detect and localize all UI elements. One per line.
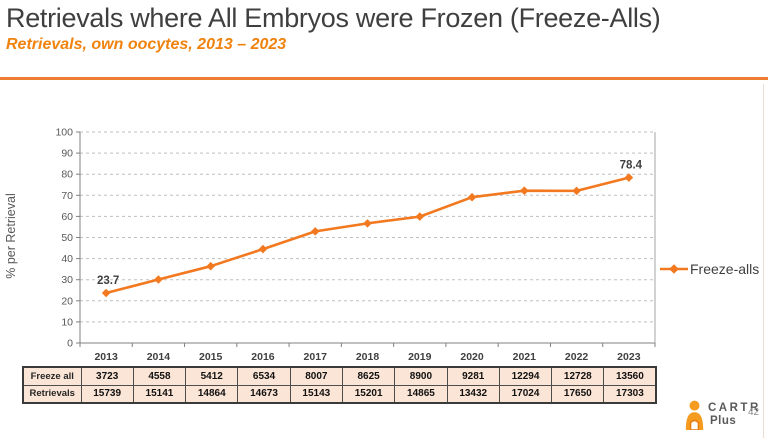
y-axis-tick-label: 80: [61, 169, 73, 181]
chart-frame-right-border: [763, 84, 764, 438]
data-point-marker: [415, 212, 425, 221]
table-cell: 8900: [394, 366, 448, 386]
y-axis-tick-label: 60: [61, 211, 73, 223]
table-cell: 15201: [341, 384, 396, 404]
table-cell: 12294: [498, 366, 553, 386]
legend-label: Freeze-alls: [690, 261, 760, 277]
data-point-marker: [572, 186, 581, 196]
table-cell: 5412: [185, 366, 239, 386]
data-point-marker: [520, 186, 529, 195]
x-axis-tick-label: 2013: [94, 351, 118, 363]
table-cell: 6534: [237, 366, 291, 386]
page-title: Retrievals where All Embryos were Frozen…: [6, 3, 661, 33]
logo-line1: CARTR: [708, 402, 761, 414]
table-cell: 17650: [551, 384, 605, 404]
table-row: Retrievals 15739 15141 14864 14673 15143 15201…: [22, 384, 657, 404]
data-point-marker: [310, 227, 320, 236]
table-cell: 3723: [80, 366, 134, 386]
data-table: Freeze all 3723 4558 5412 6534 8007 8625 8900 92…: [22, 366, 658, 404]
x-axis-tick-label: 2018: [356, 351, 380, 363]
y-axis-tick-label: 40: [61, 253, 73, 265]
title-divider: [0, 77, 768, 80]
y-axis-tick-label: 50: [61, 232, 73, 244]
data-point-marker: [101, 288, 111, 298]
data-point-marker: [363, 219, 372, 228]
table-cell: 15141: [132, 384, 187, 404]
legend-line-marker-icon: [660, 264, 688, 274]
x-axis-tick-label: 2020: [460, 351, 484, 363]
y-axis-tick-label: 10: [61, 316, 73, 328]
freeze-alls-line-chart: 0 10 20 30 40 50 60 70 80 90 100 2013 2014 2015 2016 20…: [55, 127, 656, 363]
x-axis-tick-label: 2016: [251, 351, 275, 363]
data-point-label: 23.7: [97, 275, 119, 287]
data-point-marker: [624, 173, 634, 182]
data-point-marker: [467, 192, 477, 202]
y-axis-tick-label: 30: [61, 274, 73, 286]
cartr-plus-logo: CARTR Plus: [684, 400, 761, 430]
table-cell: 8625: [341, 366, 396, 386]
y-axis-tick-label: 0: [67, 338, 73, 350]
data-point-marker: [154, 275, 163, 284]
logo-text: CARTR Plus: [708, 402, 761, 428]
table-cell: 17303: [603, 384, 657, 404]
x-axis-tick-label: 2014: [147, 351, 171, 363]
table-cell: 14864: [185, 384, 239, 404]
x-axis-tick-label: 2023: [617, 351, 641, 363]
x-axis-tick-label: 2022: [565, 351, 589, 363]
chart-legend: Freeze-alls: [659, 261, 759, 277]
y-axis-tick-label: 100: [55, 127, 73, 139]
page-number: 42: [748, 407, 760, 418]
person-icon: [685, 400, 704, 430]
logo-line2: Plus: [710, 415, 737, 427]
x-axis-tick-label: 2019: [408, 351, 432, 363]
y-axis-tick-label: 70: [61, 190, 73, 202]
table-cell: 14865: [394, 384, 448, 404]
table-cell: 13432: [446, 384, 500, 404]
x-axis-tick-label: 2021: [513, 351, 537, 363]
y-axis-tick-label: 20: [61, 295, 73, 307]
table-cell: 15739: [80, 384, 134, 404]
table-cell: 13560: [603, 366, 657, 386]
table-cell: 9281: [446, 366, 500, 386]
table-row-label: Retrievals: [22, 384, 82, 404]
table-cell: 17024: [498, 384, 553, 404]
table-cell: 8007: [289, 366, 343, 386]
data-point-marker: [206, 261, 215, 271]
y-axis-tick-label: 90: [61, 148, 73, 160]
page-subtitle: Retrievals, own oocytes, 2013 – 2023: [6, 36, 287, 53]
table-cell: 12728: [551, 366, 605, 386]
table-cell: 14673: [237, 384, 291, 404]
data-point-marker: [258, 244, 268, 254]
table-row: Freeze all 3723 4558 5412 6534 8007 8625 8900 92…: [22, 366, 657, 386]
x-axis-tick-label: 2015: [199, 351, 223, 363]
table-cell: 4558: [132, 366, 187, 386]
x-axis-tick-label: 2017: [304, 351, 328, 363]
data-point-label: 78.4: [620, 160, 643, 172]
table-cell: 15143: [289, 384, 343, 404]
table-row-label: Freeze all: [22, 366, 82, 386]
